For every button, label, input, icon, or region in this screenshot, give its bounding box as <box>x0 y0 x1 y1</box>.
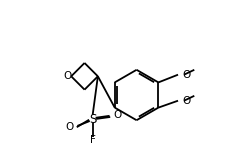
Text: F: F <box>90 135 96 145</box>
Text: S: S <box>89 113 96 126</box>
Text: O: O <box>66 122 74 132</box>
Text: O: O <box>64 71 72 81</box>
Text: O: O <box>182 70 190 80</box>
Text: O: O <box>113 110 121 120</box>
Text: O: O <box>182 96 190 106</box>
